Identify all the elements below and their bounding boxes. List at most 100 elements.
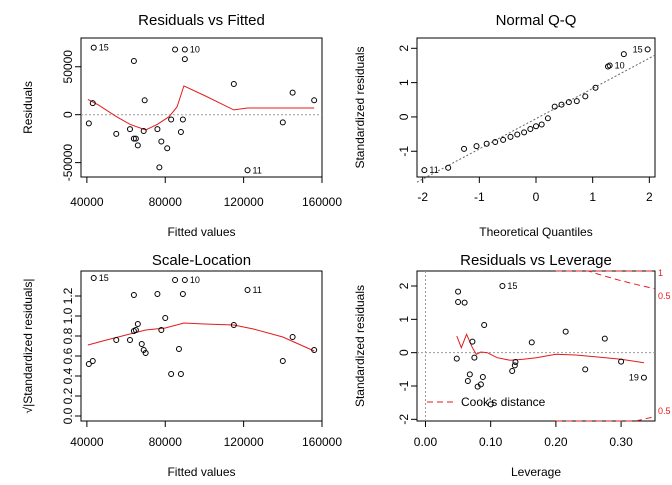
- data-point: [483, 140, 490, 147]
- data-point: [509, 368, 516, 374]
- x-tick-label: -2: [417, 190, 428, 204]
- x-axis-label: Fitted values: [167, 465, 235, 479]
- x-tick-label: 2: [646, 190, 653, 204]
- data-point: [90, 44, 97, 51]
- data-point: [244, 167, 251, 174]
- y-tick-label: -1: [397, 146, 411, 157]
- data-point: [179, 116, 186, 123]
- data-point: [477, 381, 484, 388]
- legend-label: Cook's distance: [461, 395, 546, 409]
- data-point: [85, 361, 92, 367]
- y-tick-label: -1: [397, 380, 411, 391]
- x-tick-label: 0.00: [414, 435, 438, 449]
- data-point: [511, 362, 518, 369]
- plot-title: Scale-Location: [152, 252, 251, 269]
- data-point: [582, 93, 589, 100]
- data-point: [181, 56, 188, 63]
- y-axis-label: √|Standardized residuals|: [21, 279, 35, 414]
- plot-frame: [80, 270, 323, 422]
- data-point: [181, 46, 188, 53]
- x-tick-label: -1: [474, 190, 485, 204]
- data-point: [134, 321, 141, 327]
- x-axis-label: Fitted values: [167, 225, 235, 239]
- data-point: [538, 121, 545, 128]
- x-tick-label: 1: [589, 190, 596, 204]
- data-point: [620, 51, 627, 58]
- cooks-contour-label: 0.5: [658, 406, 671, 416]
- data-point: [544, 115, 551, 122]
- data-point: [455, 299, 462, 305]
- data-point: [289, 334, 296, 340]
- data-point: [461, 145, 468, 152]
- data-point: [453, 355, 460, 362]
- data-point: [279, 358, 286, 364]
- data-point: [521, 129, 528, 136]
- data-point: [640, 374, 647, 381]
- data-point: [126, 337, 133, 343]
- x-tick-label: 40000: [70, 435, 104, 449]
- data-point: [172, 277, 179, 283]
- cooks-contour-label: 0.5: [658, 291, 671, 301]
- data-point: [289, 89, 296, 96]
- data-point: [479, 374, 486, 380]
- data-point: [565, 99, 572, 106]
- lowess-smooth-line: [456, 332, 644, 364]
- x-axis-label: Leverage: [511, 465, 561, 479]
- data-point: [528, 339, 535, 346]
- data-point: [177, 128, 184, 135]
- data-point: [89, 100, 96, 107]
- data-point: [311, 347, 318, 353]
- data-point: [558, 101, 565, 108]
- data-point: [244, 287, 251, 293]
- data-point: [140, 347, 147, 353]
- point-label: 15: [633, 44, 643, 54]
- x-tick-label: 120000: [224, 435, 264, 449]
- qq-reference-line: [416, 54, 656, 183]
- point-label: 10: [190, 45, 200, 55]
- y-axis-label: Standardized residuals: [353, 46, 367, 168]
- data-point: [481, 322, 488, 328]
- data-point: [499, 283, 506, 289]
- point-label: 11: [253, 165, 262, 175]
- data-point: [606, 62, 613, 69]
- y-axis-label: Residuals: [21, 81, 35, 134]
- plot-panel: Residuals vs Leverage 0.00 0.10 0.20 0.30 Lev…: [353, 252, 671, 479]
- data-point: [445, 164, 452, 171]
- data-point: [172, 46, 179, 53]
- plot-frame: [416, 270, 656, 422]
- data-point: [492, 138, 499, 145]
- x-tick-label: 160000: [302, 435, 342, 449]
- y-tick-label: -2: [397, 414, 411, 425]
- x-tick-label: 80000: [149, 435, 183, 449]
- cooks-contour: [555, 416, 656, 422]
- data-point: [142, 350, 149, 356]
- data-point: [132, 135, 139, 142]
- y-tick-label: 2: [397, 282, 411, 289]
- y-tick-label: -50000: [61, 144, 75, 182]
- data-point: [177, 371, 184, 377]
- y-tick-label: 1.2: [61, 287, 75, 304]
- x-tick-label: 0: [533, 190, 540, 204]
- y-tick-label: 0.8: [61, 327, 75, 344]
- data-point: [464, 378, 471, 384]
- y-tick-label: 1: [397, 79, 411, 86]
- y-tick-label: 50000: [61, 50, 75, 84]
- data-point: [533, 123, 539, 130]
- x-tick-label: 0.30: [609, 435, 633, 449]
- data-point: [168, 116, 175, 123]
- point-label: 10: [615, 60, 625, 70]
- data-point: [514, 131, 521, 138]
- lowess-smooth-line: [87, 322, 315, 352]
- data-point: [551, 103, 558, 110]
- x-tick-label: 80000: [149, 195, 183, 209]
- data-point: [230, 81, 237, 88]
- y-tick-label: 0.6: [61, 347, 75, 364]
- y-tick-label: 0.0: [61, 407, 75, 424]
- data-point: [179, 291, 186, 297]
- data-point: [279, 119, 286, 126]
- data-point: [573, 98, 580, 105]
- x-tick-label: 0.10: [479, 435, 503, 449]
- data-point: [175, 346, 182, 352]
- data-point: [132, 327, 139, 333]
